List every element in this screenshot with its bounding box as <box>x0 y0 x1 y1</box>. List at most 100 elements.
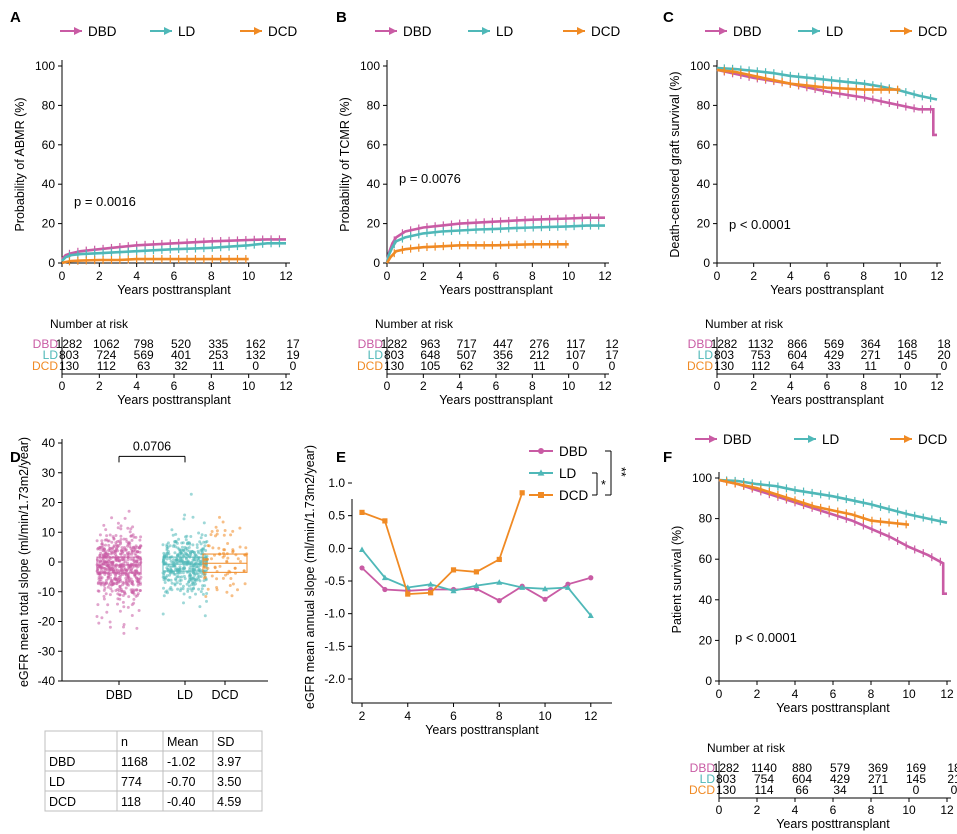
panel-f-legend-ld-label: LD <box>822 432 840 447</box>
panel-d-point-dbd <box>97 621 101 625</box>
panel-d-point-dcd <box>231 549 235 553</box>
panel-d-point-ld <box>163 581 167 584</box>
panel-b-x-title: Years posttransplant <box>439 283 553 297</box>
panel-f-risk-value: 169 <box>906 761 926 775</box>
panel-c-ytick-label: 60 <box>697 138 711 152</box>
panel-e-ytick-label: 0.5 <box>328 509 345 523</box>
panel-d-point-ld <box>195 543 199 547</box>
panel-a-risk-value: 520 <box>171 337 191 351</box>
panel-d-point-dbd <box>136 550 140 554</box>
panel-a-risk-value: 401 <box>171 348 191 362</box>
panel-d-point-dbd <box>120 551 124 555</box>
panel-b-risk-group-dcd: DCD <box>357 359 383 373</box>
panel-d-point-dbd <box>117 558 121 562</box>
panel-d-point-dbd <box>117 543 121 547</box>
panel-b-legend-dcd-arrow <box>577 27 585 35</box>
panel-d-point-dbd <box>132 597 136 601</box>
panel-d-point-dcd <box>225 590 229 594</box>
panel-d-point-dbd <box>106 577 110 581</box>
panel-d-point-dbd <box>123 546 126 549</box>
panel-d-point-dbd <box>120 567 124 571</box>
panel-b-xtick-label: 8 <box>529 269 536 283</box>
panel-d-point-ld <box>191 567 195 571</box>
panel-f-y-title: Patient survival (%) <box>670 526 684 634</box>
panel-d-point-dbd <box>136 562 140 565</box>
panel-d-point-dcd <box>213 565 217 569</box>
panel-d-point-dbd <box>108 546 112 550</box>
panel-d-point-ld <box>179 587 183 591</box>
panel-a-risk-value: 130 <box>59 359 79 373</box>
panel-d-point-dbd <box>121 583 124 587</box>
panel-d-point-dbd <box>120 546 124 550</box>
panel-f-ytick-label: 40 <box>699 593 713 607</box>
panel-d-point-dbd <box>115 580 119 584</box>
panel-d-point-dcd <box>202 572 206 576</box>
panel-d-point-dbd <box>122 605 126 609</box>
panel-e-legend-label-dcd: DCD <box>559 488 588 503</box>
panel-d-point-dbd <box>100 616 104 620</box>
panel-e-point-ld <box>450 587 457 594</box>
panel-d-xtick-label-dbd: DBD <box>106 688 132 702</box>
panel-d-point-dcd <box>217 546 221 550</box>
panel-d-point-dcd <box>218 564 222 568</box>
panel-d-point-ld <box>176 571 180 575</box>
panel-d-point-ld <box>202 546 206 550</box>
panel-e-point-ld <box>587 612 594 619</box>
panel-d-point-ld <box>172 558 176 562</box>
panel-a-ytick-label: 40 <box>42 177 56 191</box>
panel-d-table-header: n <box>121 735 128 749</box>
panel-d-point-dbd <box>121 558 125 562</box>
panel-d-point-ld <box>181 560 185 564</box>
panel-f-xtick-label: 12 <box>940 687 954 701</box>
panel-d-point-ld <box>162 586 165 590</box>
panel-c-xtick-label: 12 <box>930 269 944 283</box>
panel-d-point-dcd <box>242 569 246 573</box>
panel-a-legend-dcd-label: DCD <box>268 24 297 39</box>
panel-d-point-ld <box>198 605 202 609</box>
panel-f-risk-value: 1140 <box>751 761 777 775</box>
panel-d-point-ld <box>166 545 170 549</box>
panel-d-point-ld <box>185 534 189 538</box>
panel-d-point-ld <box>182 601 185 605</box>
panel-d-point-dbd <box>109 587 113 591</box>
panel-d-point-ld <box>183 513 187 517</box>
panel-c-series-dbd <box>716 68 937 137</box>
panel-b-legend-dbd-label: DBD <box>403 24 432 39</box>
panel-d-point-dbd <box>104 528 108 532</box>
panel-d-point-ld <box>200 533 204 537</box>
panel-d-point-ld <box>165 543 169 547</box>
panel-c-risk-value: 0 <box>941 359 948 373</box>
panel-d-ytick-label: 30 <box>42 466 56 480</box>
panel-d-point-dcd <box>223 529 227 532</box>
panel-c-risk-value: 20 <box>937 348 951 362</box>
panel-d-point-dcd <box>211 546 215 550</box>
panel-d-point-dbd <box>131 533 135 537</box>
panel-a-series-dcd <box>61 257 249 265</box>
panel-e-series-dcd <box>361 492 524 596</box>
panel-a-risk-xtick-label: 4 <box>133 379 140 393</box>
panel-d-point-ld <box>182 517 186 521</box>
panel-c-xtick-label: 8 <box>860 269 867 283</box>
panel-d-point-ld <box>164 590 168 594</box>
panel-d-point-dcd <box>229 577 233 580</box>
panel-d-xtick-label-ld: LD <box>177 688 193 702</box>
panel-d-point-dbd <box>126 605 130 609</box>
panel-b-ytick-label: 80 <box>367 98 381 112</box>
panel-f-pvalue: p < 0.0001 <box>735 630 797 645</box>
panel-b-ytick-label: 40 <box>367 177 381 191</box>
panel-d-point-ld <box>184 552 188 556</box>
panel-e-point-dbd <box>382 586 388 593</box>
panel-f-risk-xtick-label: 8 <box>868 803 875 817</box>
panel-c-risk-xtick-label: 6 <box>824 379 831 393</box>
panel-b-risk-xtick-label: 10 <box>562 379 576 393</box>
panel-a-legend-ld-arrow <box>164 27 172 35</box>
panel-c-ytick-label: 40 <box>697 177 711 191</box>
panel-a-risk-xtick-label: 0 <box>59 379 66 393</box>
panel-d-point-ld <box>191 571 195 575</box>
panel-e-point-dcd <box>473 569 479 575</box>
panel-d-point-dcd <box>239 560 242 563</box>
panel-a-legend-dcd-arrow <box>254 27 262 35</box>
panel-f-xtick-label: 2 <box>754 687 761 701</box>
panel-d-point-dbd <box>95 615 99 618</box>
panel-d-point-dcd <box>206 587 210 591</box>
